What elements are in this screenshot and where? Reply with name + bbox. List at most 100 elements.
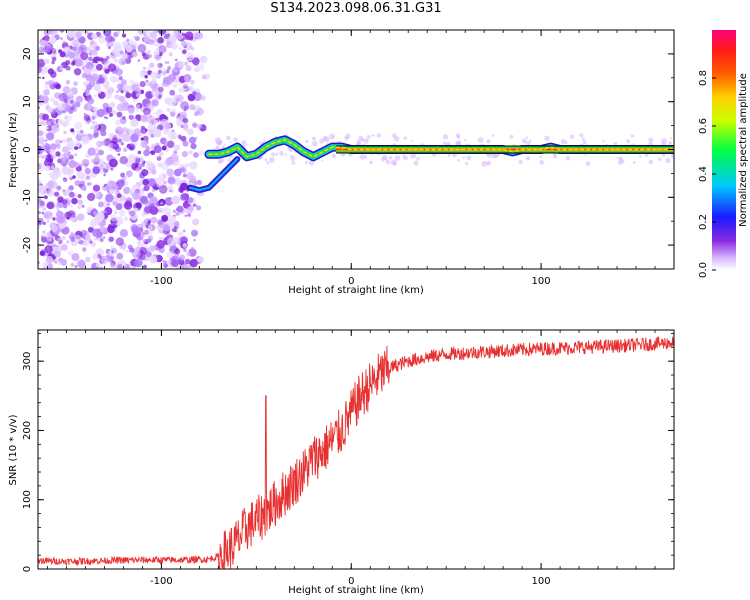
noise-point	[66, 79, 71, 84]
haze-point	[644, 153, 649, 157]
noise-point	[66, 140, 75, 149]
noise-point	[182, 173, 187, 178]
noise-point	[70, 236, 76, 242]
noise-point	[117, 264, 123, 269]
noise-point	[131, 225, 140, 234]
noise-point	[166, 251, 174, 259]
noise-point	[98, 163, 105, 170]
noise-point	[76, 171, 85, 180]
noise-point	[39, 250, 46, 256]
noise-point	[49, 190, 54, 195]
haze-point	[269, 157, 275, 163]
noise-point	[178, 136, 183, 140]
noise-point	[61, 243, 68, 251]
noise-point	[62, 86, 71, 94]
noise-point	[76, 55, 81, 60]
noise-point	[93, 191, 100, 198]
noise-point	[71, 104, 76, 108]
noise-point	[179, 254, 186, 261]
noise-point	[54, 191, 60, 197]
noise-point	[73, 107, 78, 113]
noise-point	[89, 41, 98, 49]
noise-point	[122, 133, 131, 142]
noise-point	[118, 76, 123, 81]
noise-point	[131, 50, 138, 58]
noise-point	[166, 212, 172, 218]
haze-point	[465, 162, 469, 166]
noise-point	[84, 168, 91, 175]
noise-point	[187, 93, 196, 102]
noise-point	[185, 162, 190, 167]
noise-point	[139, 158, 144, 163]
noise-point	[144, 128, 148, 132]
noise-point	[51, 60, 55, 65]
noise-point	[201, 74, 207, 80]
noise-point	[40, 235, 44, 238]
haze-point	[579, 133, 584, 138]
spectrogram-y-label: Frequency (Hz)	[8, 112, 19, 188]
noise-point	[90, 158, 95, 163]
noise-point	[45, 182, 53, 190]
noise-point	[153, 50, 158, 56]
noise-point	[182, 118, 189, 124]
haze-point	[560, 138, 567, 145]
noise-point	[41, 211, 45, 215]
noise-point	[46, 201, 55, 210]
noise-point	[78, 183, 83, 188]
noise-point	[166, 97, 176, 107]
noise-point	[144, 75, 148, 79]
noise-point	[164, 122, 172, 130]
haze-point	[456, 140, 461, 145]
haze-point	[619, 157, 623, 161]
noise-point	[121, 33, 127, 38]
noise-point	[159, 151, 164, 157]
spectrogram-x-label: Height of straight line (km)	[288, 285, 424, 296]
noise-point	[38, 154, 41, 159]
noise-point	[74, 265, 78, 268]
noise-point	[182, 140, 189, 147]
haze-point	[553, 154, 557, 159]
noise-point	[50, 165, 55, 169]
noise-point	[161, 82, 166, 87]
noise-point	[109, 112, 113, 117]
haze-point	[582, 140, 587, 145]
noise-point	[184, 76, 191, 83]
noise-point	[130, 118, 139, 128]
noise-point	[116, 52, 121, 58]
noise-point	[109, 256, 113, 260]
noise-point	[151, 169, 157, 175]
haze-point	[312, 140, 318, 147]
noise-point	[83, 188, 86, 192]
noise-point	[38, 162, 46, 171]
noise-point	[161, 71, 167, 76]
noise-point	[142, 135, 149, 142]
noise-point	[74, 58, 83, 67]
haze-point	[229, 141, 232, 143]
noise-point	[113, 57, 118, 63]
noise-point	[68, 185, 74, 191]
noise-point	[49, 159, 54, 163]
haze-point	[321, 159, 324, 162]
noise-point	[84, 120, 87, 124]
noise-point	[85, 256, 91, 263]
haze-point	[413, 160, 419, 166]
noise-point	[96, 238, 100, 241]
haze-point	[658, 157, 662, 161]
noise-point	[87, 182, 91, 186]
noise-point	[138, 163, 143, 168]
y-tick-label: 0	[22, 146, 33, 152]
haze-point	[639, 155, 642, 158]
spectrogram-marks	[38, 30, 674, 269]
haze-point	[613, 141, 618, 146]
noise-point	[116, 222, 120, 226]
noise-point	[63, 46, 72, 54]
noise-point	[116, 90, 119, 93]
noise-point	[115, 203, 123, 211]
haze-point	[323, 136, 330, 143]
noise-point	[65, 65, 71, 71]
noise-point	[54, 261, 58, 264]
noise-point	[97, 201, 104, 208]
noise-point	[133, 207, 139, 213]
noise-point	[181, 40, 187, 47]
